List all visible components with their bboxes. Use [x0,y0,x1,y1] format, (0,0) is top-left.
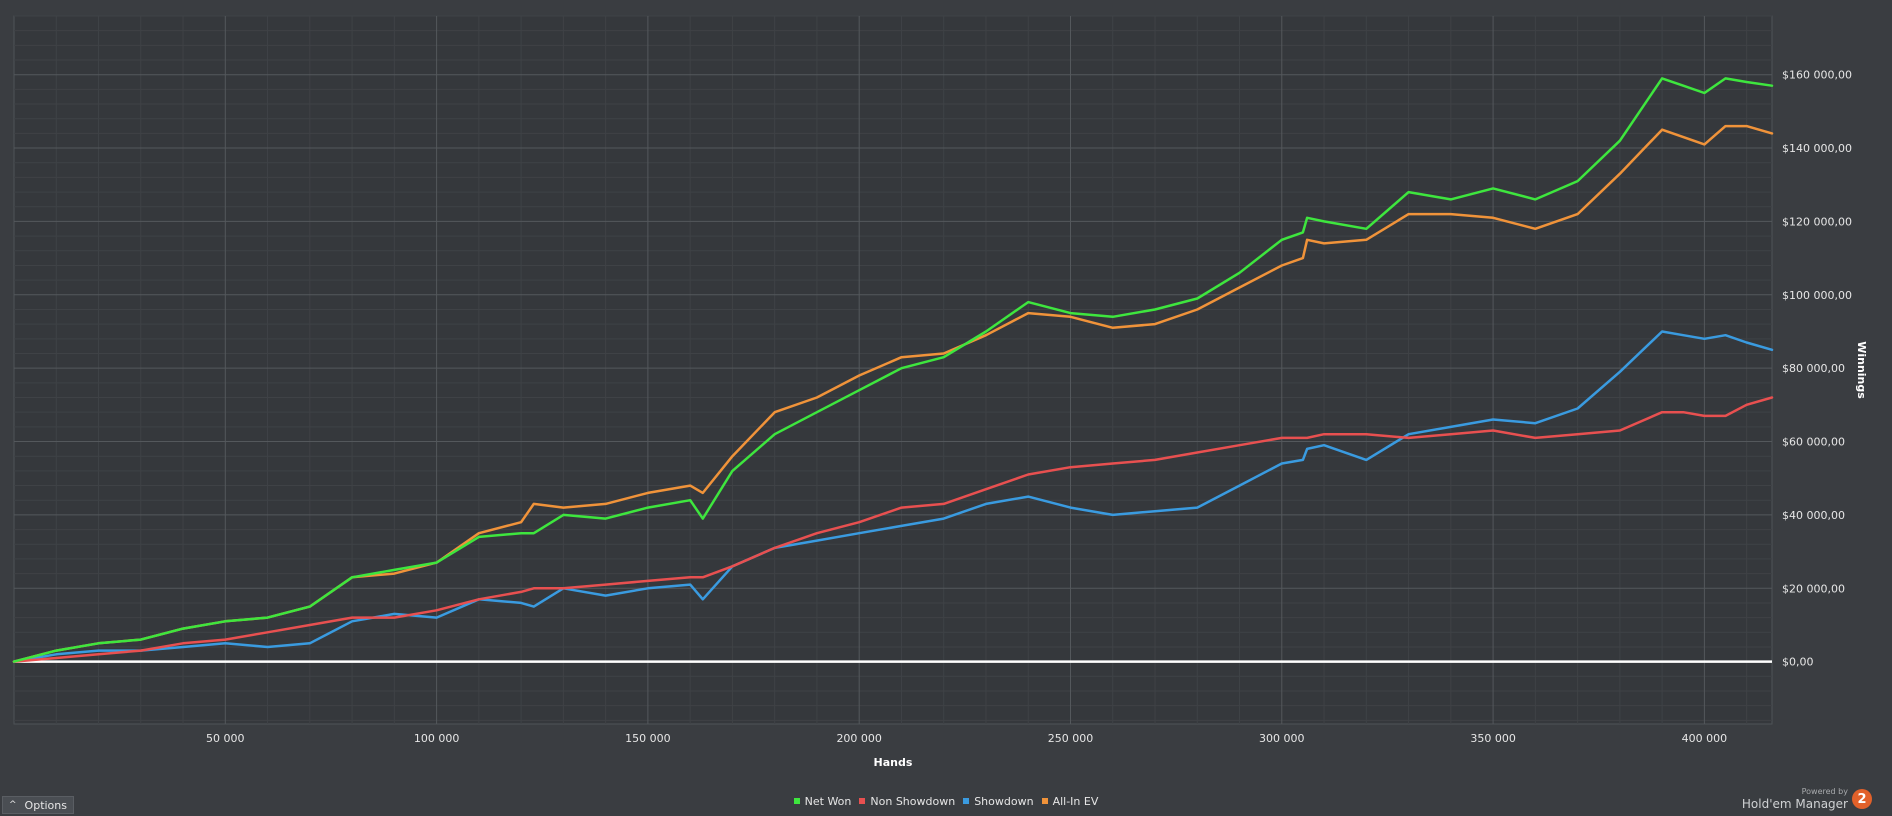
winnings-chart: 50 000 100 000 150 000 200 000 250 000 300 00… [12,15,1868,769]
x-axis-title: Hands [874,756,913,769]
legend-item[interactable]: Showdown [963,794,1034,808]
x-tick-label: 150 000 [625,732,671,745]
y-tick-label: $0,00 [1782,656,1814,669]
options-label: Options [24,798,67,812]
y-tick-label: $120 000,00 [1782,215,1852,228]
series-lines [12,77,1774,663]
y-tick-label: $140 000,00 [1782,142,1852,155]
legend-item[interactable]: Net Won [793,794,852,808]
plot-area [13,15,1773,725]
options-button[interactable]: ^ Options [2,796,74,814]
x-tick-label: 50 000 [206,732,245,745]
caret-up-icon: ^ [9,800,17,810]
x-tick-label: 400 000 [1682,732,1728,745]
y-tick-label: $160 000,00 [1782,69,1852,82]
legend-label: Non Showdown [870,794,956,808]
legend-swatch [793,798,800,804]
x-tick-label: 100 000 [414,732,460,745]
product-name: Hold'em Manager [1741,797,1848,811]
series-line-non-showdown [12,396,1774,663]
series-line-net-won [12,77,1774,663]
y-tick-label: $40 000,00 [1782,509,1845,522]
powered-by-text: Powered by [1801,787,1848,796]
chart-legend: Net Won Non Showdown Showdown All-In EV [0,794,1892,808]
y-tick-label: $100 000,00 [1782,289,1852,302]
legend-label: Showdown [974,794,1034,808]
series-line-showdown [12,330,1774,663]
x-tick-label: 300 000 [1259,732,1305,745]
legend-label: All-In EV [1052,794,1099,808]
branding: Powered by Hold'em Manager 2 [1742,786,1872,812]
legend-label: Net Won [804,794,852,808]
y-tick-label: $60 000,00 [1782,436,1845,449]
y-axis-title: Winnings [1855,341,1868,399]
x-axis-ticks: 50 000 100 000 150 000 200 000 250 000 300 00… [206,732,1727,745]
hm2-logo-icon: 2 [1852,789,1872,809]
legend-item[interactable]: Non Showdown [859,795,955,808]
y-axis-ticks: $0,00 $20 000,00 $40 000,00 $60 000,00 $80 0… [1782,69,1852,669]
major-grid [14,16,1772,724]
x-tick-label: 200 000 [836,732,882,745]
y-tick-label: $80 000,00 [1782,362,1845,375]
legend-item[interactable]: All-In EV [1041,794,1099,808]
legend-swatch [1041,798,1048,804]
x-tick-label: 350 000 [1470,732,1516,745]
legend-swatch [859,798,866,804]
minor-grid [14,15,1772,724]
legend-swatch [963,798,970,804]
y-tick-label: $20 000,00 [1782,582,1845,595]
x-tick-label: 250 000 [1048,732,1094,745]
